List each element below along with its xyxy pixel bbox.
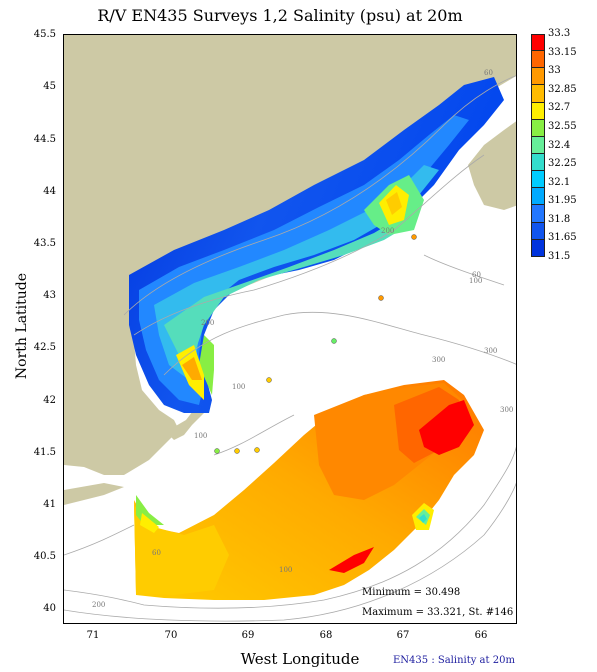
y-tick-label: 45 <box>43 81 56 92</box>
colorbar-swatch <box>531 171 545 189</box>
colorbar-swatch <box>531 205 545 223</box>
station-marker <box>214 448 220 454</box>
colorbar-label: 31.65 <box>548 232 577 244</box>
contour-label: 300 <box>484 347 497 355</box>
colorbar-swatch <box>531 119 545 137</box>
y-tick-label: 43 <box>43 290 56 301</box>
contour-label: 200 <box>201 319 214 327</box>
colorbar-label: 33 <box>548 65 561 77</box>
contour-label: 100 <box>194 432 207 440</box>
colorbar-label: 32.4 <box>548 139 571 151</box>
colorbar-swatch <box>531 102 545 120</box>
y-tick-label: 41 <box>43 499 56 510</box>
colorbar-label: 32.7 <box>548 102 571 114</box>
colorbar-frame <box>531 34 545 257</box>
contour-label: 60 <box>472 271 481 279</box>
map-plot-area: 60 100 200 300 100 60 300 100 200 300 60… <box>63 34 517 624</box>
y-tick-label: 40.5 <box>33 551 56 562</box>
colorbar-label: 32.1 <box>548 176 571 188</box>
land-long-island <box>64 483 124 505</box>
colorbar <box>531 34 545 257</box>
colorbar-label: 33.3 <box>548 28 571 39</box>
x-tick-label: 70 <box>164 630 178 641</box>
station-marker <box>234 448 240 454</box>
gulf-of-maine-salinity <box>129 77 504 413</box>
contour-label: 200 <box>381 227 394 235</box>
station-marker <box>266 377 272 383</box>
station-marker <box>331 338 337 344</box>
y-axis-label: North Latitude <box>14 272 30 380</box>
minimum-stat: Minimum = 30.498 <box>362 587 461 598</box>
shelf-salinity <box>134 380 484 600</box>
land-nova-scotia <box>468 121 516 210</box>
station-marker <box>378 295 384 301</box>
colorbar-label: 32.85 <box>548 83 577 95</box>
y-tick-label: 45.5 <box>33 29 56 40</box>
y-tick-label: 42 <box>43 395 56 406</box>
colorbar-swatch <box>531 136 545 154</box>
y-tick-label: 44 <box>43 186 56 197</box>
colorbar-label: 32.55 <box>548 120 577 132</box>
bathymetry-contours <box>64 75 516 622</box>
colorbar-swatch <box>531 51 545 69</box>
contour-label: 300 <box>432 356 445 364</box>
y-tick-label: 42.5 <box>33 342 56 353</box>
contour-label: 100 <box>469 277 482 285</box>
x-tick-label: 67 <box>396 630 410 641</box>
station-marker <box>254 447 260 453</box>
colorbar-label: 33.15 <box>548 46 577 58</box>
colorbar-swatch <box>531 68 545 86</box>
footer-caption: EN435 : Salinity at 20m <box>393 655 515 666</box>
colorbar-swatch <box>531 153 545 172</box>
colorbar-label: 31.8 <box>548 213 571 225</box>
maximum-stat: Maximum = 33.321, St. #146 <box>362 607 514 618</box>
contour-labels: 60 100 200 300 100 60 300 100 200 300 60… <box>92 69 513 609</box>
x-tick-label: 71 <box>86 630 100 641</box>
y-tick-label: 44.5 <box>33 134 56 145</box>
colorbar-swatch <box>531 85 545 103</box>
colorbar-swatch <box>531 188 545 206</box>
land-cape-cod <box>164 407 204 440</box>
station-marker <box>411 234 417 240</box>
contour-label: 60 <box>152 549 161 557</box>
contour-label: 300 <box>500 406 513 414</box>
x-tick-label: 69 <box>241 630 255 641</box>
contour-label: 100 <box>279 566 292 574</box>
contour-label: 200 <box>92 601 105 609</box>
x-tick-label: 68 <box>319 630 333 641</box>
colorbar-label: 31.95 <box>548 195 577 207</box>
y-tick-label: 43.5 <box>33 238 56 249</box>
x-axis-label: West Longitude <box>240 650 360 668</box>
contour-label: 60 <box>484 69 493 77</box>
map-svg: 60 100 200 300 100 60 300 100 200 300 60… <box>64 35 516 622</box>
y-tick-label: 41.5 <box>33 447 56 458</box>
colorbar-swatch <box>531 34 545 52</box>
colorbar-label: 32.25 <box>548 158 577 170</box>
map-title: R/V EN435 Surveys 1,2 Salinity (psu) at … <box>97 6 463 25</box>
x-tick-label: 66 <box>474 630 488 641</box>
contour-label: 100 <box>232 383 245 391</box>
stations <box>214 234 417 454</box>
colorbar-swatch <box>531 222 545 240</box>
y-tick-label: 40 <box>43 603 56 614</box>
colorbar-label: 31.5 <box>548 251 571 262</box>
